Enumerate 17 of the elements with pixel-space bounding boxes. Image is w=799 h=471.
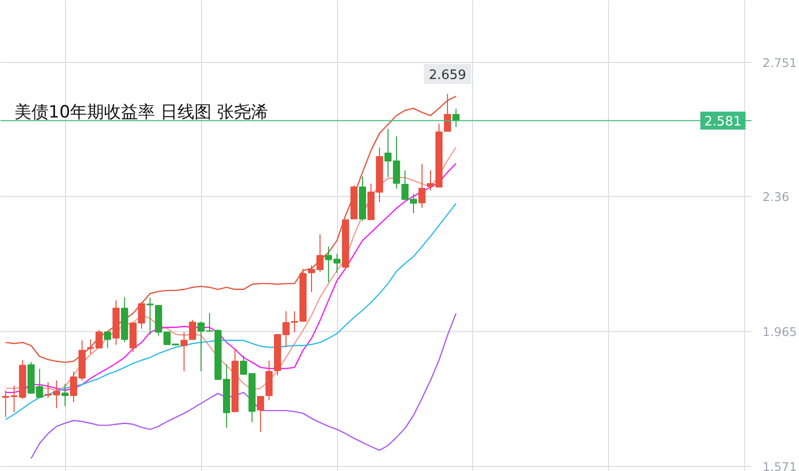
y-tick-label: 2.751 bbox=[762, 56, 797, 70]
candlestick bbox=[265, 360, 273, 401]
candlestick bbox=[146, 297, 154, 336]
ref-line-label: 2.581 bbox=[704, 114, 742, 130]
candlestick bbox=[180, 332, 188, 372]
y-tick-label: 2.36 bbox=[762, 190, 790, 204]
candlestick bbox=[256, 396, 264, 433]
y-tick-label: 1.571 bbox=[762, 460, 797, 471]
line-series bbox=[5, 202, 457, 420]
candlestick bbox=[418, 163, 426, 208]
candlestick bbox=[62, 383, 69, 407]
text: 美债10年期收益率 日线图 张尧浠 bbox=[14, 102, 268, 122]
line-series bbox=[30, 312, 457, 460]
annotation: 2.659 bbox=[428, 68, 466, 83]
y-tick-label: 1.965 bbox=[762, 325, 797, 339]
candlestick bbox=[188, 319, 196, 340]
candlestick bbox=[104, 332, 112, 348]
